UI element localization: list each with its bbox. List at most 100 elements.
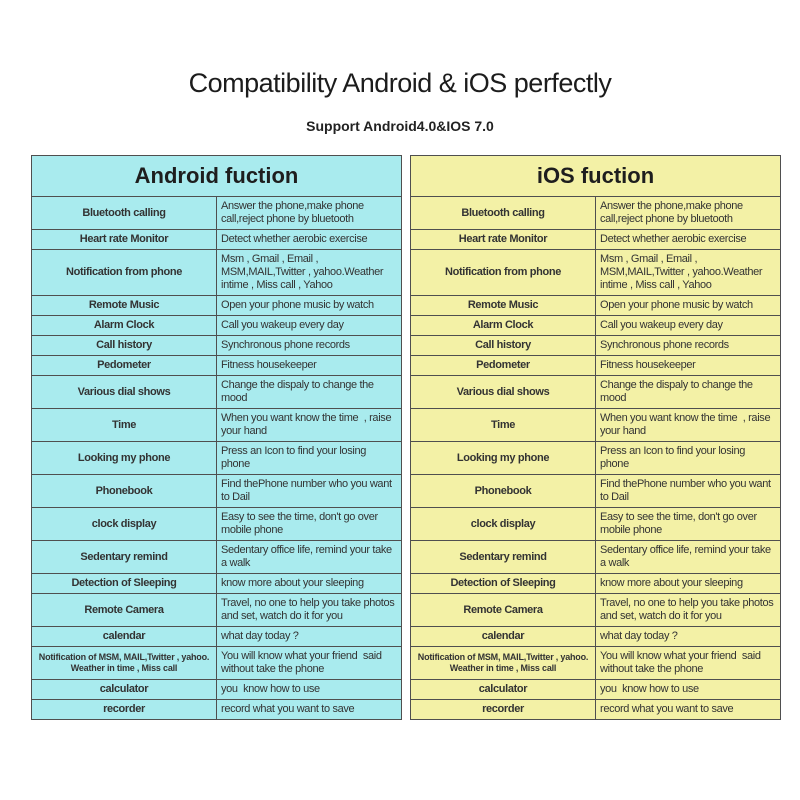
description-cell: know more about your sleeping	[595, 573, 781, 594]
description-cell: Msm , Gmail , Email , MSM,MAIL,Twitter ,…	[216, 249, 402, 296]
table-row: calendar what day today ?	[410, 626, 781, 647]
table-row: Detection of Sleeping know more about you…	[410, 573, 781, 594]
feature-cell: Notification from phone	[410, 249, 596, 296]
feature-cell: recorder	[410, 699, 596, 720]
description-cell: Press an Icon to find your losing phone	[595, 441, 781, 475]
description-cell: Find thePhone number who you want to Dai…	[216, 474, 402, 508]
feature-cell: clock display	[31, 507, 217, 541]
feature-cell: Detection of Sleeping	[410, 573, 596, 594]
description-cell: Press an Icon to find your losing phone	[216, 441, 402, 475]
table-row: Alarm Clock Call you wakeup every day	[410, 315, 781, 336]
feature-cell: Pedometer	[31, 355, 217, 376]
table-row: Heart rate Monitor Detect whether aerobic…	[31, 229, 402, 250]
description-cell: When you want know the time , raise your…	[595, 408, 781, 442]
description-cell: When you want know the time , raise your…	[216, 408, 402, 442]
feature-cell: Call history	[31, 335, 217, 356]
description-cell: record what you want to save	[216, 699, 402, 720]
table-row: Notification from phone Msm , Gmail , Ema…	[410, 249, 781, 296]
description-cell: what day today ?	[595, 626, 781, 647]
description-cell: you know how to use	[595, 679, 781, 700]
table-row: clock display Easy to see the time, don't…	[31, 507, 402, 541]
feature-cell: Call history	[410, 335, 596, 356]
description-cell: record what you want to save	[595, 699, 781, 720]
table-row: Alarm Clock Call you wakeup every day	[31, 315, 402, 336]
description-cell: what day today ?	[216, 626, 402, 647]
feature-cell: calendar	[31, 626, 217, 647]
description-cell: Fitness housekeeper	[595, 355, 781, 376]
table-row: Heart rate Monitor Detect whether aerobic…	[410, 229, 781, 250]
description-cell: Synchronous phone records	[595, 335, 781, 356]
description-cell: Easy to see the time, don't go over mobi…	[216, 507, 402, 541]
description-cell: Answer the phone,make phone call,reject …	[595, 196, 781, 230]
table-row: Remote Music Open your phone music by wat…	[410, 295, 781, 316]
description-cell: Sedentary office life, remind your take …	[595, 540, 781, 574]
table-row: Sedentary remind Sedentary office life, r…	[31, 540, 402, 574]
feature-cell: Time	[410, 408, 596, 442]
feature-cell: Remote Camera	[31, 593, 217, 627]
description-cell: You will know what your friend said with…	[216, 646, 402, 680]
feature-cell: Phonebook	[410, 474, 596, 508]
feature-cell: Notification of MSM, MAIL,Twitter , yaho…	[31, 646, 217, 680]
description-cell: Change the dispaly to change the mood	[216, 375, 402, 409]
table-row: Time When you want know the time , raise …	[31, 408, 402, 442]
feature-cell: Bluetooth calling	[31, 196, 217, 230]
page-subtitle: Support Android4.0&IOS 7.0	[306, 118, 494, 134]
description-cell: Easy to see the time, don't go over mobi…	[595, 507, 781, 541]
table-row: Notification of MSM, MAIL,Twitter , yaho…	[410, 646, 781, 680]
description-cell: You will know what your friend said with…	[595, 646, 781, 680]
table-row: Bluetooth calling Answer the phone,make p…	[410, 196, 781, 230]
description-cell: Detect whether aerobic exercise	[595, 229, 781, 250]
feature-cell: Various dial shows	[31, 375, 217, 409]
table-row: Remote Music Open your phone music by wat…	[31, 295, 402, 316]
description-cell: Answer the phone,make phone call,reject …	[216, 196, 402, 230]
table-row: Notification from phone Msm , Gmail , Ema…	[31, 249, 402, 296]
table-row: recorder record what you want to save	[410, 699, 781, 720]
feature-cell: calculator	[410, 679, 596, 700]
feature-cell: recorder	[31, 699, 217, 720]
description-cell: Travel, no one to help you take photos a…	[595, 593, 781, 627]
table-row: calculator you know how to use	[31, 679, 402, 700]
description-cell: Sedentary office life, remind your take …	[216, 540, 402, 574]
header-row: Android fuction	[31, 155, 402, 197]
table-row: Time When you want know the time , raise …	[410, 408, 781, 442]
header-row: iOS fuction	[410, 155, 781, 197]
feature-cell: Remote Music	[410, 295, 596, 316]
feature-cell: Sedentary remind	[410, 540, 596, 574]
feature-cell: Notification of MSM, MAIL,Twitter , yaho…	[410, 646, 596, 680]
android-table-head: Android fuction	[31, 155, 402, 197]
description-cell: Call you wakeup every day	[216, 315, 402, 336]
feature-cell: Heart rate Monitor	[410, 229, 596, 250]
description-cell: Change the dispaly to change the mood	[595, 375, 781, 409]
feature-cell: Phonebook	[31, 474, 217, 508]
feature-cell: Remote Camera	[410, 593, 596, 627]
table-row: Notification of MSM, MAIL,Twitter , yaho…	[31, 646, 402, 680]
description-cell: Msm , Gmail , Email , MSM,MAIL,Twitter ,…	[595, 249, 781, 296]
android-table-body: Bluetooth calling Answer the phone,make p…	[31, 196, 402, 720]
feature-cell: Time	[31, 408, 217, 442]
feature-cell: clock display	[410, 507, 596, 541]
description-cell: Synchronous phone records	[216, 335, 402, 356]
feature-cell: Notification from phone	[31, 249, 217, 296]
table-row: Remote Camera Travel, no one to help you …	[31, 593, 402, 627]
feature-cell: Detection of Sleeping	[31, 573, 217, 594]
ios-table-header: iOS fuction	[410, 155, 781, 197]
feature-cell: Heart rate Monitor	[31, 229, 217, 250]
table-row: Phonebook Find thePhone number who you wa…	[410, 474, 781, 508]
table-row: Bluetooth calling Answer the phone,make p…	[31, 196, 402, 230]
table-row: clock display Easy to see the time, don't…	[410, 507, 781, 541]
feature-cell: Alarm Clock	[410, 315, 596, 336]
table-row: Pedometer Fitness housekeeper	[410, 355, 781, 376]
feature-cell: Various dial shows	[410, 375, 596, 409]
description-cell: Call you wakeup every day	[595, 315, 781, 336]
table-row: calendar what day today ?	[31, 626, 402, 647]
description-cell: Fitness housekeeper	[216, 355, 402, 376]
feature-cell: Pedometer	[410, 355, 596, 376]
ios-table-body: Bluetooth calling Answer the phone,make p…	[410, 196, 781, 720]
page-title: Compatibility Android & iOS perfectly	[188, 68, 612, 98]
android-table-header: Android fuction	[31, 155, 402, 197]
table-row: Various dial shows Change the dispaly to …	[410, 375, 781, 409]
table-row: Remote Camera Travel, no one to help you …	[410, 593, 781, 627]
feature-cell: calendar	[410, 626, 596, 647]
feature-cell: Looking my phone	[31, 441, 217, 475]
description-cell: Open your phone music by watch	[216, 295, 402, 316]
